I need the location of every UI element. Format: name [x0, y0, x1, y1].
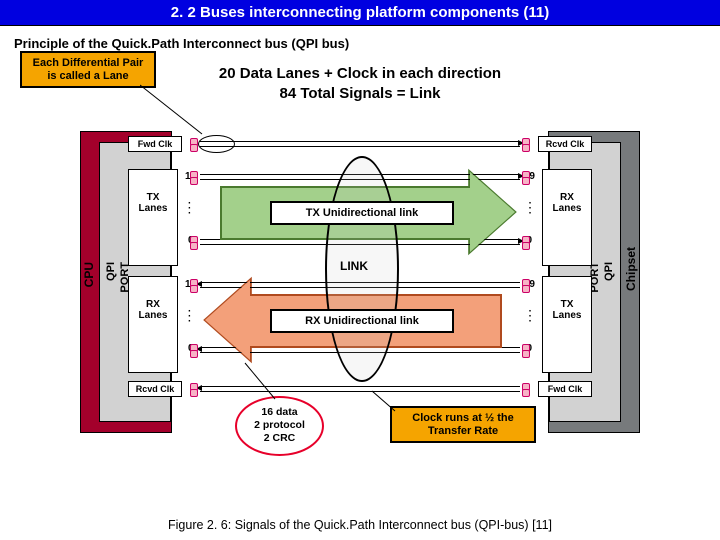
- clock-callout: Clock runs at ½ the Transfer Rate: [390, 406, 536, 443]
- slide-header: 2. 2 Buses interconnecting platform comp…: [0, 0, 720, 26]
- left-fwd-clk: Fwd Clk: [128, 136, 182, 152]
- right-tx-dots: ···: [529, 309, 532, 324]
- rx-arrow-head: [205, 280, 250, 360]
- pin-r-8: [522, 285, 530, 293]
- pin-r-4: [522, 177, 530, 185]
- left-tx-lanes: TXLanes: [128, 169, 178, 266]
- right-rx-lanes: RXLanes: [542, 169, 592, 266]
- sig-fwd-clk-2: [200, 146, 520, 147]
- pin-l-12: [190, 389, 198, 397]
- left-rcvd-clk: Rcvd Clk: [128, 381, 182, 397]
- info-oval-leader: [240, 361, 290, 401]
- cpu-label: CPU: [82, 262, 96, 287]
- info-oval-l2: 2 protocol: [254, 419, 305, 431]
- pin-l-4: [190, 177, 198, 185]
- pin-l-2: [190, 144, 198, 152]
- chipset-label: Chipset: [624, 247, 638, 291]
- cpu-qpi-label: QPI: [105, 262, 117, 281]
- pin-l-8: [190, 285, 198, 293]
- left-rx-lanes: RXLanes: [128, 276, 178, 373]
- slide-subtitle: Principle of the Quick.Path Interconnect…: [0, 26, 720, 51]
- right-fwd-clk: Fwd Clk: [538, 381, 592, 397]
- figure-caption: Figure 2. 6: Signals of the Quick.Path I…: [0, 518, 720, 532]
- pin-r-2: [522, 144, 530, 152]
- pin-r-10: [522, 350, 530, 358]
- pin-l-6: [190, 242, 198, 250]
- chipset-qpi-label: QPI: [603, 262, 615, 281]
- left-tx-dots: ···: [188, 201, 191, 216]
- right-rx-dots: ···: [529, 201, 532, 216]
- right-tx-lanes: TXLanes: [542, 276, 592, 373]
- qpi-diagram: 20 Data Lanes + Clock in each direction …: [40, 61, 680, 461]
- info-oval-l1: 16 data: [261, 406, 297, 418]
- lane-callout: Each Differential Pair is called a Lane: [20, 51, 156, 88]
- pair-oval: [198, 135, 235, 153]
- left-rx-dots: ···: [188, 309, 191, 324]
- clock-callout-leader: [370, 389, 400, 414]
- right-rcvd-clk: Rcvd Clk: [538, 136, 592, 152]
- pin-r-6: [522, 242, 530, 250]
- info-oval: 16 data 2 protocol 2 CRC: [235, 396, 324, 456]
- callout-leader: [140, 79, 210, 139]
- tx-arrow-head: [470, 172, 515, 252]
- tx-arrow-label: TX Unidirectional link: [270, 201, 454, 225]
- pin-l-10: [190, 350, 198, 358]
- sig-fwd-clk-1: [200, 141, 520, 142]
- pin-r-12: [522, 389, 530, 397]
- rx-arrow-label: RX Unidirectional link: [270, 309, 454, 333]
- link-label: LINK: [340, 259, 368, 273]
- info-oval-l3: 2 CRC: [264, 432, 296, 444]
